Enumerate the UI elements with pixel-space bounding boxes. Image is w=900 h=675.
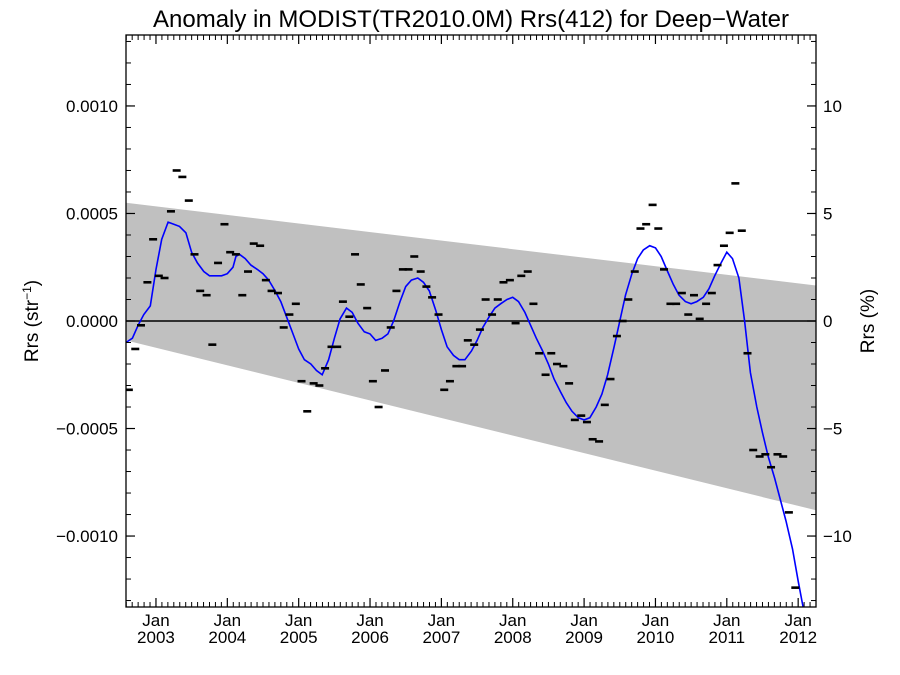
right-axis-label: Rrs (%) (858, 289, 879, 353)
x-tick-month: Jan (784, 611, 811, 630)
right-y-axis: 10 5 0 −5 −10 (807, 40, 852, 602)
x-tick-year: 2012 (779, 628, 817, 647)
x-tick-month: Jan (142, 611, 169, 630)
monthly-anomaly-points (126, 169, 800, 589)
x-tick-year: 2007 (422, 628, 460, 647)
left-tick-label: −0.0010 (56, 527, 118, 546)
left-tick-label: 0.0010 (66, 97, 118, 116)
x-tick-year: 2004 (208, 628, 246, 647)
right-tick-label: 5 (823, 204, 832, 223)
left-tick-label: 0.0005 (66, 204, 118, 223)
x-tick-year: 2010 (637, 628, 675, 647)
x-tick-month: Jan (713, 611, 740, 630)
uncertainty-band (126, 202, 816, 511)
x-tick-month: Jan (428, 611, 455, 630)
x-tick-month: Jan (356, 611, 383, 630)
smoothed-trend-line (126, 221, 804, 607)
chart-title: Anomaly in MODIST(TR2010.0M) Rrs(412) fo… (153, 6, 789, 33)
x-tick-year: 2008 (494, 628, 532, 647)
x-tick-month: Jan (499, 611, 526, 630)
x-tick-year: 2005 (280, 628, 318, 647)
x-tick-year: 2003 (137, 628, 175, 647)
left-y-axis: 0.0010 0.0005 0.0000 −0.0005 −0.0010 (56, 40, 135, 602)
x-tick-month: Jan (570, 611, 597, 630)
x-tick-year: 2006 (351, 628, 389, 647)
x-tick-year: 2011 (709, 628, 746, 647)
x-tick-month: Jan (285, 611, 312, 630)
right-tick-label: −5 (823, 420, 842, 439)
x-tick-month: Jan (214, 611, 241, 630)
right-tick-label: 0 (823, 312, 832, 331)
left-axis-label: Rrs (str−1) (20, 280, 43, 362)
x-axis: Jan2003Jan2004Jan2005Jan2006Jan2007Jan20… (125, 35, 817, 647)
x-tick-month: Jan (642, 611, 669, 630)
right-tick-label: −10 (823, 527, 852, 546)
left-tick-label: −0.0005 (56, 420, 118, 439)
left-tick-label: 0.0000 (66, 312, 118, 331)
x-tick-year: 2009 (565, 628, 603, 647)
right-tick-label: 10 (823, 97, 842, 116)
